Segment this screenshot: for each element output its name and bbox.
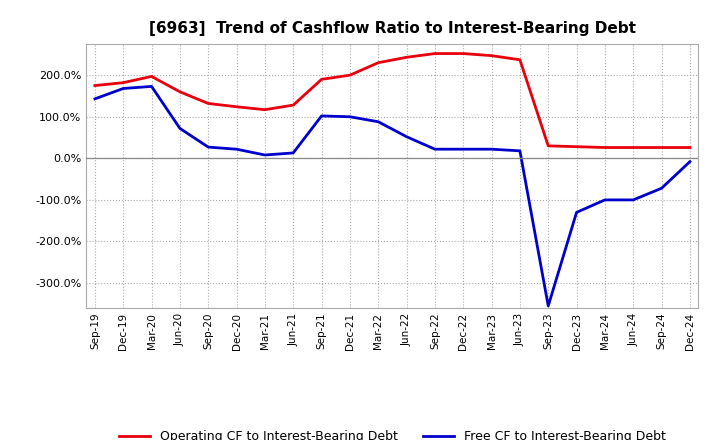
Operating CF to Interest-Bearing Debt [516, 57, 524, 62]
Operating CF to Interest-Bearing Debt [487, 53, 496, 58]
Operating CF to Interest-Bearing Debt [459, 51, 467, 56]
Operating CF to Interest-Bearing Debt [629, 145, 637, 150]
Free CF to Interest-Bearing Debt [516, 148, 524, 154]
Operating CF to Interest-Bearing Debt [431, 51, 439, 56]
Line: Free CF to Interest-Bearing Debt: Free CF to Interest-Bearing Debt [95, 86, 690, 306]
Operating CF to Interest-Bearing Debt [657, 145, 666, 150]
Operating CF to Interest-Bearing Debt [346, 73, 354, 78]
Operating CF to Interest-Bearing Debt [233, 104, 241, 110]
Free CF to Interest-Bearing Debt [431, 147, 439, 152]
Operating CF to Interest-Bearing Debt [204, 101, 212, 106]
Free CF to Interest-Bearing Debt [233, 147, 241, 152]
Free CF to Interest-Bearing Debt [176, 126, 184, 131]
Free CF to Interest-Bearing Debt [318, 113, 326, 118]
Free CF to Interest-Bearing Debt [148, 84, 156, 89]
Free CF to Interest-Bearing Debt [544, 303, 552, 308]
Free CF to Interest-Bearing Debt [289, 150, 297, 156]
Operating CF to Interest-Bearing Debt [176, 89, 184, 95]
Operating CF to Interest-Bearing Debt [148, 74, 156, 79]
Operating CF to Interest-Bearing Debt [685, 145, 694, 150]
Free CF to Interest-Bearing Debt [402, 134, 411, 139]
Line: Operating CF to Interest-Bearing Debt: Operating CF to Interest-Bearing Debt [95, 54, 690, 147]
Free CF to Interest-Bearing Debt [572, 210, 581, 215]
Operating CF to Interest-Bearing Debt [91, 83, 99, 88]
Legend: Operating CF to Interest-Bearing Debt, Free CF to Interest-Bearing Debt: Operating CF to Interest-Bearing Debt, F… [114, 425, 671, 440]
Free CF to Interest-Bearing Debt [459, 147, 467, 152]
Free CF to Interest-Bearing Debt [119, 86, 127, 91]
Title: [6963]  Trend of Cashflow Ratio to Interest-Bearing Debt: [6963] Trend of Cashflow Ratio to Intere… [149, 21, 636, 36]
Free CF to Interest-Bearing Debt [346, 114, 354, 119]
Free CF to Interest-Bearing Debt [374, 119, 382, 125]
Free CF to Interest-Bearing Debt [685, 159, 694, 164]
Operating CF to Interest-Bearing Debt [572, 144, 581, 149]
Operating CF to Interest-Bearing Debt [261, 107, 269, 112]
Operating CF to Interest-Bearing Debt [374, 60, 382, 66]
Operating CF to Interest-Bearing Debt [119, 80, 127, 85]
Free CF to Interest-Bearing Debt [487, 147, 496, 152]
Free CF to Interest-Bearing Debt [261, 152, 269, 158]
Operating CF to Interest-Bearing Debt [544, 143, 552, 148]
Free CF to Interest-Bearing Debt [600, 197, 609, 202]
Free CF to Interest-Bearing Debt [629, 197, 637, 202]
Operating CF to Interest-Bearing Debt [289, 103, 297, 108]
Free CF to Interest-Bearing Debt [204, 144, 212, 150]
Operating CF to Interest-Bearing Debt [600, 145, 609, 150]
Operating CF to Interest-Bearing Debt [402, 55, 411, 60]
Operating CF to Interest-Bearing Debt [318, 77, 326, 82]
Free CF to Interest-Bearing Debt [91, 96, 99, 102]
Free CF to Interest-Bearing Debt [657, 186, 666, 191]
